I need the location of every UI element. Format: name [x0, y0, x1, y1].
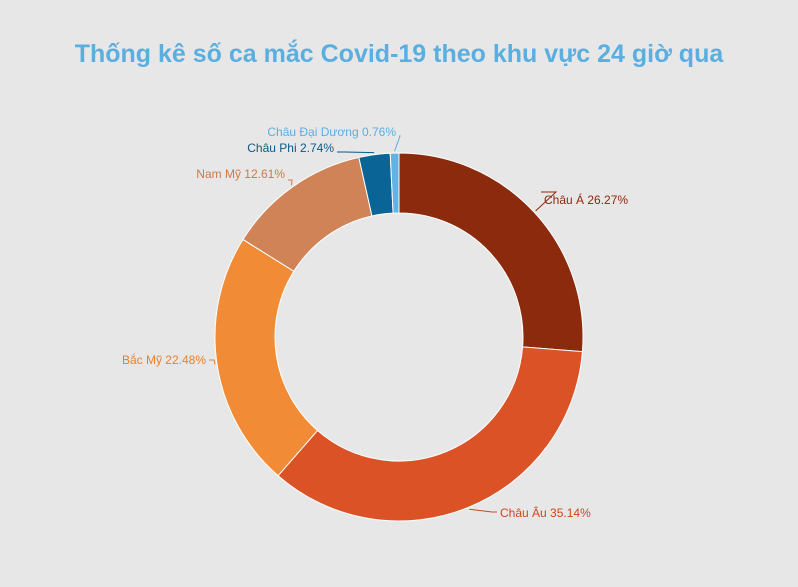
- leader-line-6: [394, 135, 401, 152]
- slices-layer: [214, 152, 584, 522]
- slice-6: [389, 152, 400, 214]
- slice-1: [398, 152, 584, 353]
- slice-label-2: Châu Âu 35.14%: [500, 505, 591, 520]
- leader-line-5: [337, 151, 375, 154]
- chart-title: Thống kê số ca mắc Covid-19 theo khu vực…: [74, 40, 724, 68]
- labels-layer: Châu Á 26.27% Châu Âu 35.14% Bắc Mỹ 22.48%…: [122, 125, 628, 520]
- slice-2: [277, 346, 583, 522]
- leader-line-3: [209, 359, 216, 365]
- slice-3: [214, 238, 319, 477]
- leader-line-2: [469, 508, 497, 513]
- slice-label-6: Châu Đại Dương 0.76%: [267, 125, 396, 139]
- slice-label-3: Bắc Mỹ 22.48%: [122, 352, 206, 367]
- leaders-layer: [209, 135, 558, 513]
- leader-line-1: [535, 191, 558, 212]
- slice-label-1: Châu Á 26.27%: [544, 192, 628, 207]
- leader-line-4: [288, 179, 293, 186]
- slice-label-5: Châu Phi 2.74%: [247, 141, 334, 155]
- slice-label-4: Nam Mỹ 12.61%: [196, 167, 285, 181]
